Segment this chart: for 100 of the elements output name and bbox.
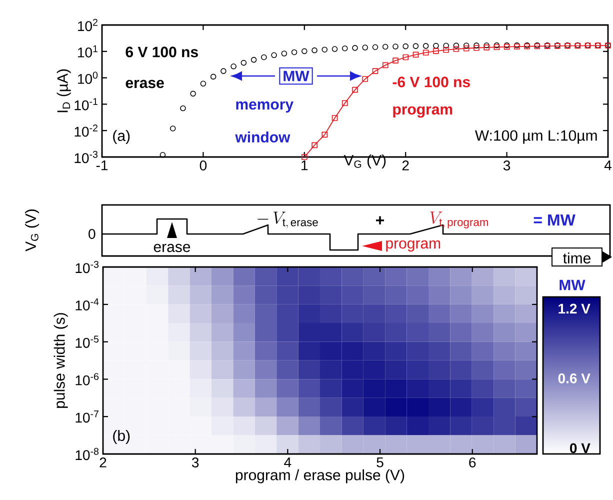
text: time	[563, 252, 590, 264]
point	[474, 44, 480, 51]
point	[412, 43, 419, 49]
y-tick-label: 10$^{-2}$	[74, 124, 98, 137]
text: 0	[88, 229, 96, 239]
color-bar-label: 0.6 V	[558, 373, 590, 384]
text: program	[386, 240, 440, 252]
point	[443, 42, 449, 49]
point	[302, 48, 308, 54]
y-tick-label: 10$^{-4}$	[76, 298, 99, 310]
point	[160, 152, 166, 158]
annotation: (b)	[113, 430, 130, 444]
y-tick-label: 10$^{-3}$	[74, 150, 98, 164]
point	[382, 44, 388, 50]
point	[352, 45, 358, 51]
annotation: program	[393, 106, 452, 118]
point	[422, 43, 429, 49]
x-tick-label: 5	[376, 458, 384, 468]
point	[392, 44, 398, 50]
y-tick-label: 10$^{-6}$	[76, 373, 99, 386]
point	[463, 45, 470, 52]
point	[443, 46, 449, 53]
x-tick-label: 3	[503, 160, 510, 170]
point	[453, 42, 460, 48]
point	[402, 54, 408, 60]
x-tick-label: 6	[469, 458, 476, 468]
point	[362, 44, 368, 50]
y-tick-label: 10$^{-1}$	[74, 98, 98, 110]
point	[332, 115, 338, 121]
point	[271, 52, 277, 58]
annotation: 6 V 100 ns	[126, 46, 198, 58]
point	[372, 44, 378, 50]
annotation: memory	[236, 101, 294, 113]
x-tick-label: 4	[604, 160, 612, 170]
x-tick-label: 2	[402, 160, 409, 170]
annotation: window	[235, 131, 290, 142]
point	[291, 49, 298, 56]
point	[281, 50, 288, 56]
y-axis-title: I$_{D}$ (µA)	[56, 69, 71, 112]
point	[220, 68, 226, 74]
x-tick-label: 0	[200, 160, 207, 170]
point	[322, 46, 328, 52]
x-tick-label: 4	[284, 458, 292, 468]
text: erase	[154, 244, 190, 252]
point	[332, 46, 338, 52]
y-tick-label: 10$^{-8}$	[76, 448, 99, 460]
annotation: W:100 µm L:10µm	[474, 130, 597, 144]
point	[180, 105, 186, 112]
color-bar-title: MW	[560, 280, 586, 290]
x-tick-label: -1	[96, 160, 108, 170]
point	[210, 74, 216, 80]
point	[342, 45, 348, 52]
y-tick-label: 10$^{-7}$	[76, 410, 98, 423]
point	[453, 46, 460, 52]
text: $V_{\mathrm{t,\,program}}$	[430, 212, 488, 228]
point	[302, 154, 308, 160]
point	[250, 56, 257, 63]
point	[200, 80, 206, 87]
text: = MW	[534, 214, 576, 226]
annotation: erase	[126, 80, 164, 88]
point	[392, 58, 398, 64]
y-tick-label: 10$^{-5}$	[76, 336, 99, 348]
y-tick-label: 10$^{1}$	[78, 45, 98, 58]
point	[484, 44, 490, 50]
point	[372, 68, 378, 74]
point	[463, 42, 470, 48]
point	[352, 86, 358, 93]
x-tick-label: 3	[192, 458, 199, 468]
point	[402, 43, 408, 50]
point	[230, 64, 236, 70]
point	[312, 47, 318, 54]
y-tick-label: 10$^{0}$	[78, 72, 98, 84]
point	[433, 42, 439, 49]
text: V$_{G}$ (V)	[25, 210, 39, 252]
y-tick-label: 10$^{-3}$	[76, 260, 99, 274]
point	[190, 90, 196, 97]
text: $-\,V_{\mathrm{t,\,erase}}$	[258, 212, 318, 228]
point	[433, 48, 439, 54]
y-axis-title: pulse width (s)	[54, 313, 68, 408]
point	[322, 132, 328, 138]
annotation: MW	[284, 70, 310, 82]
point	[484, 42, 490, 48]
color-bar-label: 0 V	[570, 443, 590, 454]
annotation: (a)	[113, 130, 130, 144]
point	[382, 62, 388, 68]
point	[362, 76, 368, 82]
color-bar-label: 1.2 V	[558, 304, 590, 314]
point	[312, 142, 318, 148]
point	[342, 100, 348, 106]
x-tick-label: 1	[302, 160, 308, 170]
point	[412, 52, 419, 58]
point	[240, 60, 247, 66]
y-tick-label: 10$^{2}$	[78, 18, 98, 32]
annotation: -6 V 100 ns	[392, 76, 470, 88]
x-tick-label: 2	[100, 458, 106, 468]
text: +	[376, 216, 384, 224]
point	[474, 42, 480, 48]
point	[261, 54, 267, 60]
point	[422, 50, 429, 56]
x-axis-title: program / erase pulse (V)	[236, 469, 404, 484]
